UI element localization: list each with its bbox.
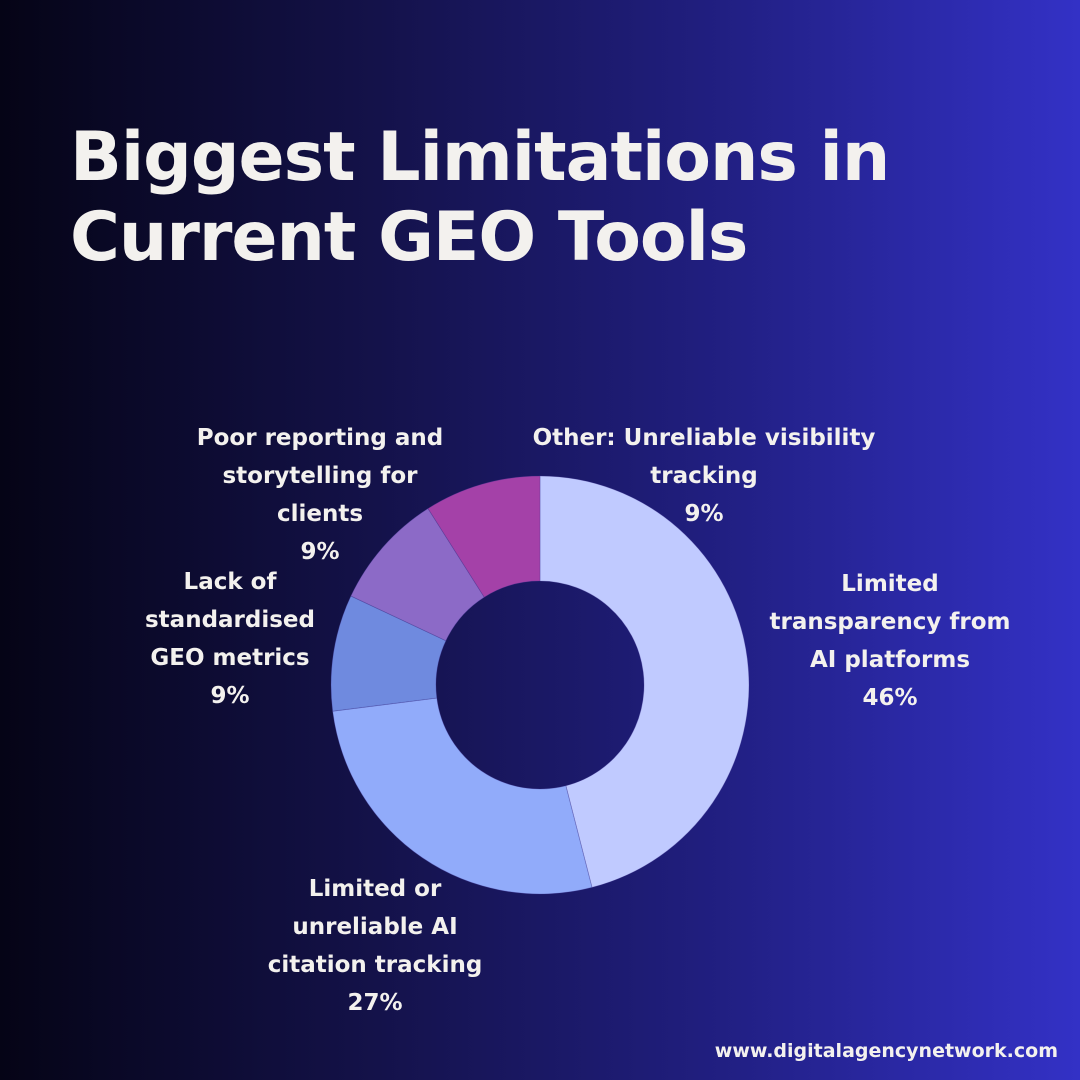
donut-segment: [539, 475, 750, 888]
label-line: transparency from: [769, 609, 1011, 635]
label-standardised-metrics: Lack of standardised GEO metrics 9%: [145, 563, 315, 715]
label-line: AI platforms: [809, 647, 971, 673]
title-line-1: Biggest Limitations in: [70, 118, 890, 197]
label-line: Limited: [841, 571, 939, 597]
label-line: citation tracking: [267, 952, 483, 978]
label-citation-tracking: Limited or unreliable AI citation tracki…: [268, 870, 483, 1022]
donut-segment: [350, 507, 485, 642]
footer-url[interactable]: www.digitalagencynetwork.com: [714, 1040, 1058, 1062]
label-limited-transparency: Limited transparency from AI platforms 4…: [770, 565, 1011, 717]
label-poor-reporting: Poor reporting and storytelling for clie…: [197, 419, 443, 571]
title-line-2: Current GEO Tools: [70, 198, 748, 277]
label-value: 46%: [862, 685, 918, 711]
label-line: unreliable AI: [292, 914, 458, 940]
donut-segment: [330, 595, 447, 712]
label-line: GEO metrics: [150, 645, 310, 671]
label-other: Other: Unreliable visibility tracking 9%: [533, 419, 876, 533]
label-value: 9%: [210, 683, 250, 709]
label-line: standardised: [144, 607, 316, 633]
label-line: Limited or: [308, 876, 442, 902]
label-value: 9%: [300, 539, 340, 565]
label-line: storytelling for: [222, 463, 418, 489]
label-line: tracking: [650, 463, 758, 489]
label-value: 27%: [347, 990, 403, 1016]
page-title: Biggest Limitations in Current GEO Tools: [70, 118, 890, 278]
label-line: clients: [276, 501, 364, 527]
donut-segment: [427, 475, 541, 598]
label-line: Poor reporting and: [196, 425, 444, 451]
label-value: 9%: [684, 501, 724, 527]
label-line: Lack of: [183, 569, 277, 595]
donut-segment: [332, 697, 593, 895]
label-line: Other: Unreliable visibility: [532, 425, 876, 451]
